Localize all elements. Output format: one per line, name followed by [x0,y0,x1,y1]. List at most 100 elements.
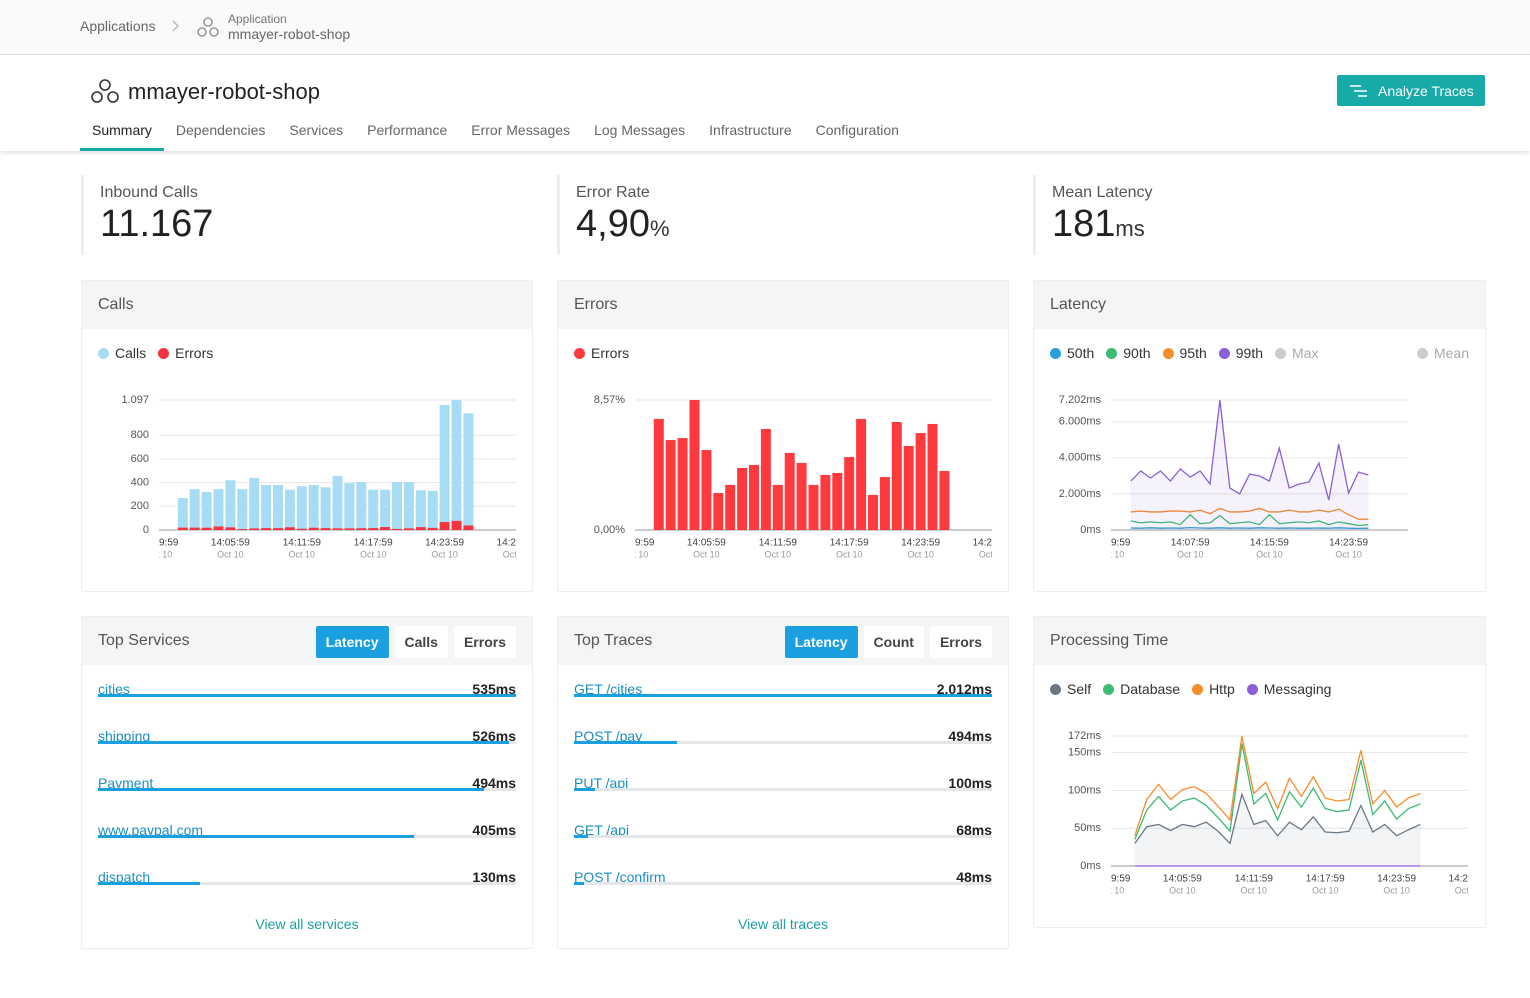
bar [249,528,260,530]
tab[interactable]: Services [289,122,344,138]
tab[interactable]: Dependencies [175,122,266,138]
x-tick-sublabel: Oct 10 [979,549,1006,559]
legend-item[interactable]: Mean [1416,345,1469,361]
bar [332,528,343,530]
toggle-button[interactable]: Count [863,626,924,658]
legend-item[interactable]: 50th [1050,345,1094,361]
top-services-panel: Top Services Latency Calls Errors cities 535m… [81,616,533,949]
legend-item[interactable]: 99th [1218,345,1263,361]
tab[interactable]: Infrastructure [709,122,792,138]
line [1134,735,1421,836]
x-tick-sublabel: Oct 10 [765,549,792,559]
analyze-traces-button[interactable]: Analyze Traces [1337,75,1485,106]
item-value: 494ms [472,775,516,791]
item-link[interactable]: cities [98,681,130,697]
bar [856,418,867,530]
item-link[interactable]: PUT /api [574,775,629,791]
item-link[interactable]: www.paypal.com [98,822,204,838]
x-tick-label: 14:29:59 [497,538,532,549]
y-tick-label: 1.097 [121,394,149,406]
bar [273,484,283,530]
legend-item[interactable]: Self [1050,681,1091,697]
breadcrumb-root[interactable]: Applications [80,18,156,34]
bar [749,464,759,530]
bar [177,527,188,530]
toggle-button[interactable]: Latency [315,626,389,658]
bar [237,489,248,530]
x-tick-label: 14:17:59 [830,538,869,549]
bar [808,484,819,530]
legend: Errors [574,345,992,361]
item-link[interactable]: POST /confirm [574,869,666,885]
x-tick-sublabel: Oct 10 [907,549,934,559]
bar [201,527,212,530]
tab[interactable]: Summary [80,118,164,151]
legend-item[interactable]: 95th [1162,345,1207,361]
line [1134,792,1421,845]
legend-item[interactable]: Calls [98,345,146,361]
legend-item[interactable]: Errors [574,345,629,361]
kpi-value: 11.167 [100,203,214,245]
bar [284,527,295,530]
legend-item[interactable]: Http [1192,681,1235,697]
item-link[interactable]: GET /api [574,822,629,838]
x-tick-label: 14:23:59 [1329,538,1368,549]
item-value: 405ms [472,822,516,838]
bar [344,528,355,530]
button-label: Analyze Traces [1378,83,1474,99]
tab[interactable]: Configuration [815,122,899,138]
bar-track [574,694,992,697]
x-tick-label: 14:05:59 [211,538,250,549]
legend-dot [1416,347,1428,359]
toggle-button[interactable]: Errors [453,626,516,658]
bar-track [574,788,992,791]
item-link[interactable]: GET /cities [574,681,643,697]
item-link[interactable]: dispatch [98,869,151,885]
toggle-button[interactable]: Errors [929,626,992,658]
tab[interactable]: Performance [367,122,448,138]
bar [820,474,831,530]
legend-dot [1106,347,1118,359]
item-link[interactable]: Payment [98,775,154,791]
chart: 0ms2.000ms4.000ms6.000ms7.202ms13:59:59O… [1059,394,1408,559]
tab[interactable]: Log Messages [594,122,686,138]
legend-label: Calls [115,345,147,361]
bar-track [98,835,516,838]
y-tick-label: 400 [131,477,149,489]
x-tick-sublabel: Oct 10 [622,549,649,559]
list-row: cities 535ms [98,681,516,711]
y-tick-label: 7.202ms [1059,394,1102,406]
view-all-link[interactable]: View all services [255,916,359,932]
x-tick-label: 14:17:59 [354,538,393,549]
bar [760,428,771,530]
panel-header: Errors [558,281,1008,329]
legend-item[interactable]: Messaging [1246,681,1331,697]
kpi-unit: % [649,216,670,241]
toggle-button[interactable]: Latency [784,626,858,658]
kpi-value: 4,90% [576,203,670,246]
legend-label: Mean [1433,345,1469,361]
legend-item[interactable]: 90th [1106,345,1151,361]
bar [427,527,438,530]
view-all-link[interactable]: View all traces [737,916,828,932]
bar [439,404,450,530]
item-link[interactable]: shipping [98,728,151,744]
bar [261,528,272,530]
item-link[interactable]: POST /pay [574,728,643,744]
panel-title: Calls [98,296,134,313]
bar [380,527,391,530]
y-tick-label: 172ms [1068,730,1102,742]
legend-label: Database [1120,681,1181,697]
legend-item[interactable]: Database [1103,681,1180,697]
legend-item[interactable]: Max [1275,345,1318,361]
line [1130,527,1369,530]
toggle-button[interactable]: Calls [394,626,448,658]
item-value: 68ms [956,822,992,838]
tab[interactable]: Error Messages [471,122,571,138]
legend-item[interactable]: Errors [158,345,213,361]
panel-title: Top Services [98,632,190,649]
bar [368,528,379,530]
panel-header: Top Services Latency Calls Errors [82,617,532,665]
legend-label: Errors [175,345,214,361]
